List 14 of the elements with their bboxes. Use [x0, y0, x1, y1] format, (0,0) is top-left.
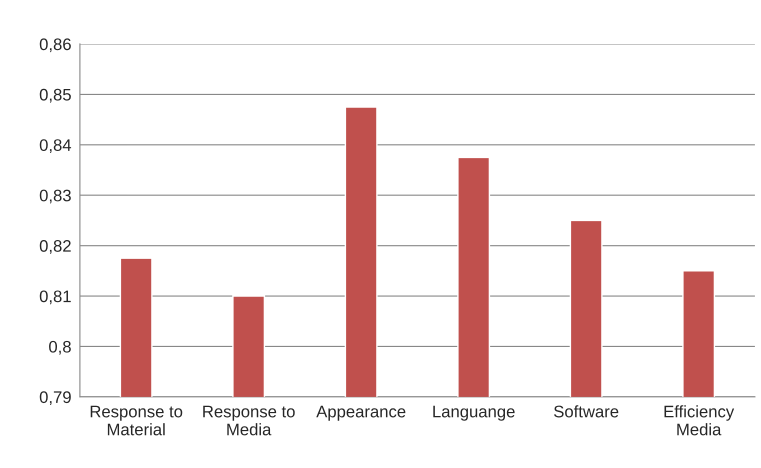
- x-tick-label: Languange: [433, 406, 515, 421]
- y-tick-label: 0,83: [40, 190, 71, 204]
- y-tick-label: 0,81: [40, 290, 71, 304]
- y-tick-label: 0,79: [40, 391, 71, 406]
- y-tick-label: 0,85: [40, 88, 71, 103]
- y-tick-label: 0,84: [40, 139, 72, 153]
- y-tick-label: 0,8: [49, 340, 71, 355]
- y-tick-label: 0,86: [40, 38, 71, 52]
- y-tick-label: 0,82: [40, 240, 71, 254]
- x-tick-label: Software: [554, 405, 618, 418]
- x-tick-label: Response to Material: [90, 406, 182, 436]
- x-tick-label: Response to Media: [203, 406, 295, 436]
- x-tick-label: Efficiency Media: [664, 405, 734, 436]
- x-tick-label: Appearance: [316, 406, 406, 421]
